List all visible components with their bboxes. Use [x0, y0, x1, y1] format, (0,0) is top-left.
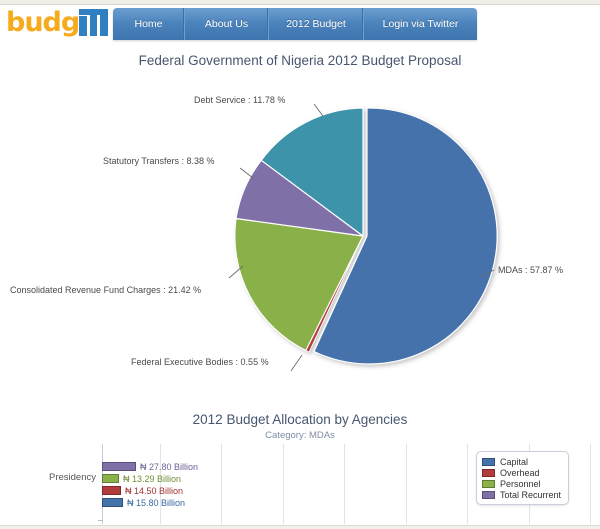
gridline	[283, 444, 284, 524]
leader-line-federal-executive	[290, 354, 303, 372]
pie-leader-lines	[228, 103, 495, 372]
bar-series-capital[interactable]: ₦ 15.80 Billion	[102, 497, 186, 508]
bar-chart-plot-area: Presidency ₦ 27.80 Billion ₦ 13.29 Billi…	[0, 444, 600, 524]
bar-value-capital: ₦ 15.80 Billion	[127, 497, 186, 508]
pie-chart-title: Federal Government of Nigeria 2012 Budge…	[138, 53, 462, 68]
gridline	[590, 444, 591, 524]
bar-series-personnel[interactable]: ₦ 13.29 Billion	[102, 473, 182, 484]
bar-value-total-recurrent: ₦ 27.80 Billion	[140, 461, 199, 472]
pie-slice-debt-service[interactable]	[260, 107, 364, 238]
site-logo[interactable]: budg	[6, 6, 109, 38]
bar-rect-capital[interactable]	[102, 498, 123, 507]
legend-swatch-capital	[482, 457, 495, 466]
gridline	[221, 444, 222, 524]
gridline	[344, 444, 345, 524]
pie-chart-svg	[228, 103, 498, 372]
nav-item-2012-budget[interactable]: 2012 Budget	[269, 8, 364, 40]
pie-label-federal-executive-bodies: Federal Executive Bodies : 0.55 %	[131, 357, 269, 367]
legend-label-personnel: Personnel	[500, 478, 541, 489]
pie-label-statutory-transfers-text: Statutory Transfers : 8.38 %	[103, 156, 215, 166]
bar-chart-legend: Capital Overhead Personnel Total Recurre…	[476, 451, 570, 505]
bar-chart-subtitle: Category: MDAs	[265, 430, 335, 441]
logo-wordmark: budg	[6, 6, 80, 38]
pie-label-debt-service-text: Debt Service : 11.78 %	[194, 95, 286, 105]
bar-rect-overhead[interactable]	[102, 486, 121, 495]
legend-label-overhead: Overhead	[500, 467, 540, 478]
main-navigation: Home About Us 2012 Budget Login via Twit…	[113, 8, 477, 40]
nav-item-about-us[interactable]: About Us	[185, 8, 269, 40]
bar-value-personnel: ₦ 13.29 Billion	[123, 473, 182, 484]
legend-swatch-personnel	[482, 479, 495, 488]
pie-label-statutory-transfers: Statutory Transfers : 8.38 %	[103, 156, 215, 166]
leader-line-statutory-transfers	[239, 167, 254, 179]
leader-line-consolidated	[228, 265, 244, 279]
legend-label-total-recurrent: Total Recurrent	[500, 489, 562, 500]
gridline	[160, 444, 161, 524]
bar-rect-personnel[interactable]	[102, 474, 119, 483]
pie-label-mdas: MDAs : 57.87 %	[498, 265, 563, 275]
site-header: budg Home About Us 2012 Budget Login via…	[0, 4, 600, 42]
bar-chart-value-axis	[102, 444, 103, 524]
legend-swatch-overhead	[482, 468, 495, 477]
pie-slice-mdas[interactable]	[313, 107, 498, 365]
browser-top-gutter	[0, 0, 600, 5]
pie-label-debt-service: Debt Service : 11.78 %	[194, 95, 285, 105]
bar-chart-panel: 2012 Budget Allocation by Agencies Categ…	[0, 400, 600, 529]
nav-item-home[interactable]: Home	[113, 8, 185, 40]
page-bottom-rule	[0, 525, 600, 529]
bar-value-overhead: ₦ 14.50 Billion	[125, 485, 184, 496]
pie-chart-panel: Federal Government of Nigeria 2012 Budge…	[0, 44, 600, 394]
pie-slices	[234, 107, 498, 365]
legend-item-personnel[interactable]: Personnel	[482, 478, 561, 489]
legend-label-capital: Capital	[500, 456, 529, 467]
legend-item-capital[interactable]: Capital	[482, 456, 561, 467]
legend-swatch-total-recurrent	[482, 490, 495, 499]
legend-item-total-recurrent[interactable]: Total Recurrent	[482, 489, 561, 500]
pie-label-consolidated-revenue-fund-charges: Consolidated Revenue Fund Charges : 21.4…	[10, 285, 201, 295]
pie-label-consolidated-text: Consolidated Revenue Fund Charges : 21.4…	[10, 285, 202, 295]
leader-line-debt-service	[313, 103, 324, 117]
leader-line-mdas	[479, 269, 495, 278]
gridline	[467, 444, 468, 524]
bar-chart-axis-tick	[98, 520, 103, 521]
pie-slice-consolidated-revenue-fund-charges[interactable]	[234, 217, 364, 352]
bar-chart-logo-mark-icon	[79, 8, 109, 36]
pie-label-federal-executive-text: Federal Executive Bodies : 0.55 %	[131, 357, 269, 367]
gridline	[406, 444, 407, 524]
pie-label-mdas-text: MDAs : 57.87 %	[498, 265, 564, 275]
bar-chart-title: 2012 Budget Allocation by Agencies	[192, 412, 408, 427]
bar-chart-category-label: Presidency	[49, 472, 96, 483]
legend-item-overhead[interactable]: Overhead	[482, 467, 561, 478]
nav-item-login-via-twitter[interactable]: Login via Twitter	[382, 18, 459, 30]
bar-series-total-recurrent[interactable]: ₦ 27.80 Billion	[102, 461, 199, 472]
bar-series-overhead[interactable]: ₦ 14.50 Billion	[102, 485, 184, 496]
bar-rect-total-recurrent[interactable]	[102, 462, 136, 471]
